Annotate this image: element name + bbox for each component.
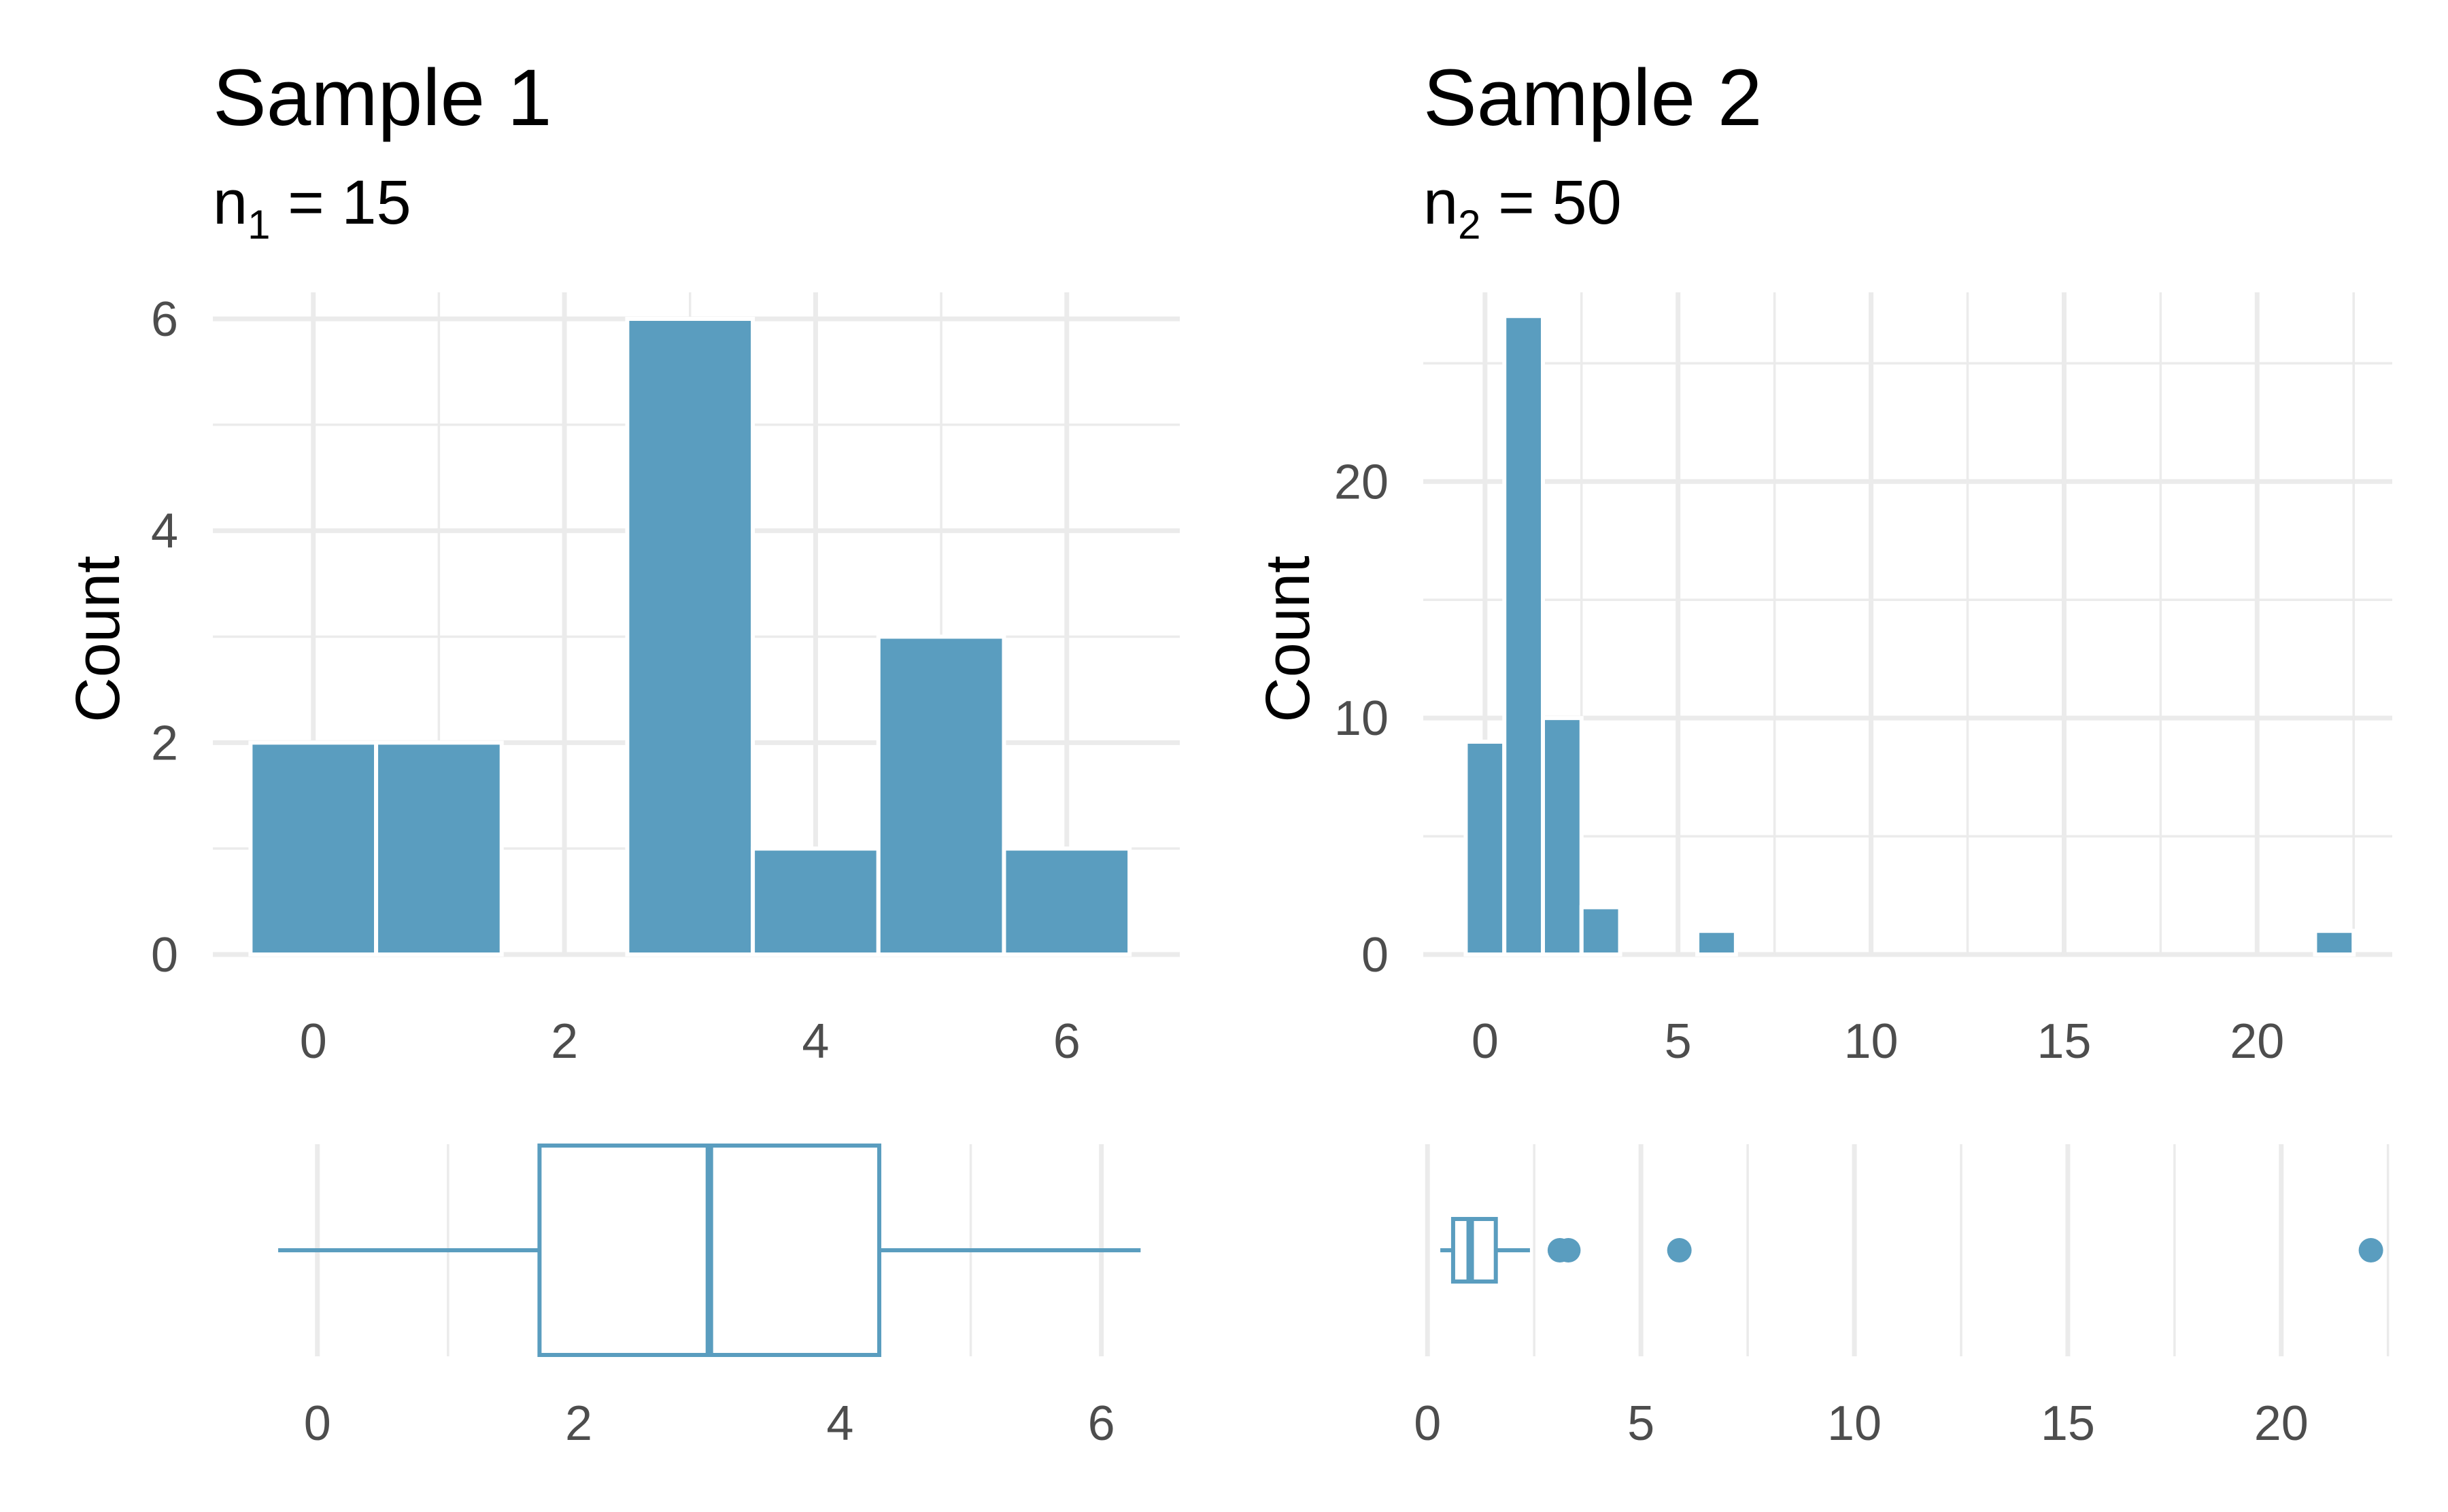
sample-2-box-outlier	[1667, 1238, 1692, 1262]
sample-2-title: Sample 2	[1423, 53, 1763, 143]
sample-1-bar	[374, 740, 504, 957]
sample-1-box-x-tick-label: 2	[565, 1396, 592, 1451]
sample-1-x-tick-label: 2	[551, 1014, 578, 1069]
sample-2-bar	[1463, 739, 1507, 957]
sample-1-y-tick-label: 4	[151, 504, 178, 559]
sample-2-bar	[1502, 313, 1545, 957]
sample-1-bar	[248, 740, 379, 957]
sample-2-box-outlier	[1556, 1238, 1581, 1262]
sample-1-chart: Count 0 2 4 6 0 2 4 6 0 2 4 6	[63, 292, 1180, 1451]
sample-1-title: Sample 1	[213, 53, 552, 143]
sample-1-subtitle-sub: 1	[248, 202, 271, 247]
sample-2-box-x-tick-label: 5	[1627, 1396, 1654, 1451]
sample-2-bar	[1695, 929, 1738, 957]
sample-2-x-tick-label: 5	[1665, 1014, 1692, 1069]
sample-1-subtitle: n1 = 15	[213, 167, 411, 248]
sample-2-subtitle-prefix: n	[1423, 168, 1459, 237]
sample-1-y-tick-label: 6	[151, 292, 178, 347]
sample-2-panel: Sample 2 n2 = 50 Count 0 10 20 0 5 10 15 20 0 5 10…	[1224, 0, 2448, 1512]
sample-2-x-tick-label: 0	[1472, 1014, 1499, 1069]
sample-2-box-iqr	[1450, 1217, 1498, 1284]
sample-2-bar	[2313, 929, 2356, 957]
sample-2-x-tick-label: 10	[1844, 1014, 1899, 1069]
sample-2-y-tick-label: 10	[1334, 691, 1389, 746]
sample-2-box-outlier	[2358, 1238, 2383, 1262]
sample-1-box-x-tick-label: 0	[304, 1396, 331, 1451]
sample-1-bar	[876, 634, 1006, 957]
sample-2-x-tick-label: 20	[2230, 1014, 2284, 1069]
sample-2-chart: Count 0 10 20 0 5 10 15 20 0 5 10 15 20	[1253, 292, 2392, 1451]
sample-2-y-tick-label: 0	[1361, 928, 1389, 982]
sample-1-y-tick-label: 2	[151, 716, 178, 770]
sample-2-x-tick-label: 15	[2037, 1014, 2091, 1069]
sample-2-box-x-tick-label: 20	[2254, 1396, 2309, 1451]
sample-1-x-tick-label: 4	[802, 1014, 829, 1069]
sample-1-bar	[1002, 846, 1132, 957]
sample-1-bar	[625, 316, 755, 957]
sample-1-box-x-tick-label: 6	[1088, 1396, 1115, 1451]
sample-2-subtitle: n2 = 50	[1423, 167, 1622, 248]
sample-2-y-axis-label: Count	[1253, 555, 1323, 723]
sample-2-box-x-tick-label: 0	[1414, 1396, 1441, 1451]
sample-2-subtitle-suffix: = 50	[1480, 168, 1622, 237]
sample-1-panel: Sample 1 n1 = 15 Count 0 2 4 6 0 2 4 6 0 2 4 6	[63, 53, 1180, 1451]
sample-2-box-x-tick-label: 15	[2041, 1396, 2095, 1451]
sample-1-y-axis-label: Count	[63, 555, 133, 723]
sample-1-y-tick-label: 0	[151, 928, 178, 982]
sample-1-bar	[751, 846, 881, 957]
sample-1-subtitle-suffix: = 15	[270, 168, 411, 237]
sample-1-x-tick-label: 6	[1053, 1014, 1081, 1069]
sample-2-bar	[1579, 905, 1622, 957]
sample-2-bar	[1540, 716, 1584, 957]
sample-1-box-x-tick-label: 4	[826, 1396, 853, 1451]
sample-2-box-x-tick-label: 10	[1827, 1396, 1882, 1451]
sample-1-subtitle-prefix: n	[213, 168, 248, 237]
sample-1-x-tick-label: 0	[300, 1014, 327, 1069]
sample-2-y-tick-label: 20	[1334, 455, 1389, 509]
sample-2-subtitle-sub: 2	[1458, 202, 1481, 247]
